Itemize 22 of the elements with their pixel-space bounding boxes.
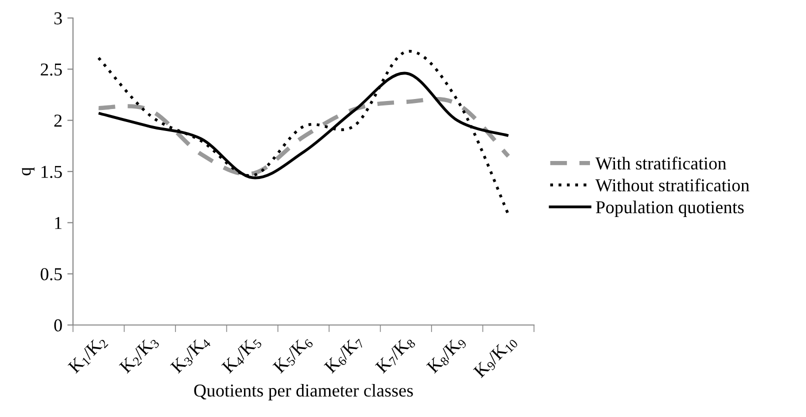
- x-axis-title: Quotients per diameter classes: [194, 384, 413, 400]
- x-tick-label: K$_{2}$/K$_{3}$: [118, 334, 160, 376]
- y-axis-title: q: [22, 167, 34, 176]
- y-tick-label: 1.5: [42, 166, 62, 178]
- y-tick-label: 3: [54, 12, 62, 24]
- x-tick-label: K$_{1}$/K$_{2}$: [68, 334, 108, 376]
- legend-label: Population quotients: [596, 200, 744, 217]
- y-tick-label: 1: [55, 217, 62, 229]
- legend-label: With stratification: [595, 156, 726, 170]
- y-tick-label: 2.5: [40, 63, 62, 76]
- x-tick-label: K$_{5}$/K$_{6}$: [272, 334, 314, 376]
- x-tick-label: K$_{6}$/K$_{7}$: [324, 334, 365, 376]
- y-tick-label: 0.5: [40, 268, 62, 280]
- x-tick-label: K$_{9}$/K$_{10}$: [472, 334, 518, 380]
- x-tick-label: K$_{7}$/K$_{8}$: [374, 334, 416, 376]
- y-tick-label: 2: [54, 114, 62, 127]
- x-tick-label: K$_{8}$/K$_{9}$: [426, 334, 468, 376]
- line-series: [97, 50, 510, 216]
- x-tick-label: K$_{3}$/K$_{4}$: [170, 334, 212, 376]
- x-tick-label: K$_{4}$/K$_{5}$: [221, 334, 262, 376]
- y-tick-label: 0: [54, 319, 62, 332]
- legend-label: Without stratification: [595, 178, 750, 192]
